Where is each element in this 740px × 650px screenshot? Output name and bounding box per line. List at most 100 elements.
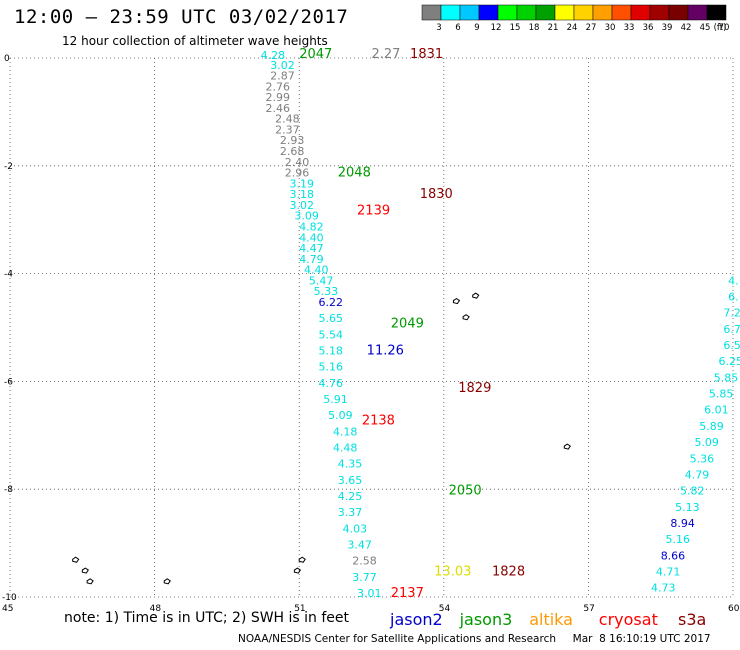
colorbar-swatch: [630, 4, 651, 21]
swh-value: 5.54: [318, 328, 343, 341]
island-shape: [472, 292, 480, 299]
colorbar-tick-label: 24: [567, 23, 578, 33]
swh-value: 5.36: [690, 452, 715, 465]
y-tick-label: -6: [4, 377, 13, 387]
island-shape: [293, 567, 302, 574]
swh-value: 5.47: [309, 274, 334, 287]
swh-value: 4.03: [343, 522, 368, 535]
swh-value: 4.25: [338, 490, 363, 503]
y-tick-label: -8: [4, 485, 13, 495]
colorbar-tick-label: 15: [510, 23, 521, 33]
colorbar-swatch: [554, 4, 575, 21]
swh-value: 5.85: [709, 388, 734, 401]
swh-value: 5.16: [666, 533, 691, 546]
swh-value: 4.79: [685, 468, 710, 481]
swh-value: 4.71: [656, 565, 681, 578]
legend-item-cryosat: cryosat: [598, 610, 658, 629]
swh-value: 3.02: [270, 59, 295, 72]
pass-label: 2049: [391, 317, 424, 332]
swh-value: 2.46: [265, 102, 290, 115]
swh-value: 4.28: [261, 49, 286, 62]
swh-value: 2.93: [280, 134, 305, 147]
swh-value: 2.99: [265, 91, 290, 104]
colorbar-swatch: [668, 4, 689, 21]
swh-value: 4.40: [299, 231, 324, 244]
swh-value: 2.87: [270, 70, 295, 83]
colorbar-tick-label: 45: [700, 23, 711, 33]
pass-label: 2.27: [372, 47, 401, 62]
x-tick-label: 54: [439, 604, 451, 614]
swh-value: 3.02: [290, 199, 315, 212]
swh-value: 4.18: [333, 425, 358, 438]
colorbar-swatch: [573, 4, 594, 21]
swh-value: 6.25: [719, 355, 740, 368]
x-tick-label: 51: [294, 604, 305, 614]
x-tick-label: 57: [583, 604, 594, 614]
legend-item-jason3: jason3: [459, 610, 513, 629]
legend-item-altika: altika: [529, 610, 573, 629]
colorbar-tick-label: 21: [548, 23, 559, 33]
pass-label: 1831: [410, 47, 443, 62]
y-tick-label: -2: [4, 162, 13, 172]
swh-value: 6.7: [723, 323, 740, 336]
swh-value: 4.76: [318, 377, 343, 390]
colorbar-swatch: [687, 4, 708, 21]
page-subtitle: 12 hour collection of altimeter wave hei…: [62, 34, 328, 48]
swh-value: 8.94: [670, 517, 695, 530]
island-shape: [298, 556, 306, 563]
page-title: 12:00 — 23:59 UTC 03/02/2017: [14, 6, 349, 28]
swh-value: 2.58: [352, 555, 377, 568]
swh-value: 5.16: [318, 361, 343, 374]
swh-value: 3.18: [290, 188, 315, 201]
legend-item-jason2: jason2: [390, 610, 443, 629]
island-shape: [452, 297, 461, 305]
swh-value: 6.53: [723, 339, 740, 352]
island-shape: [86, 578, 94, 585]
colorbar-swatch: [611, 4, 632, 21]
swh-value: 6.: [728, 291, 739, 304]
pass-label: 2139: [357, 203, 390, 218]
pass-label: 2050: [449, 484, 482, 499]
colorbar-tick-label: 33: [624, 23, 635, 33]
x-tick-label: 45: [2, 604, 13, 614]
colorbar-tick-label: 6: [455, 23, 460, 33]
swh-value: 8.66: [661, 549, 686, 562]
pass-label: 2138: [362, 414, 395, 429]
swh-value: 2.37: [275, 123, 300, 136]
swh-value: 3.65: [338, 474, 363, 487]
swh-value: 5.82: [680, 485, 705, 498]
pass-label: 1828: [492, 564, 525, 579]
colorbar-tick-label: 30: [605, 23, 616, 33]
legend-note: note: 1) Time is in UTC; 2) SWH is in fe…: [64, 610, 350, 626]
pass-label: 1830: [420, 187, 453, 202]
colorbar-swatch: [497, 4, 518, 21]
credit-line: NOAA/NESDIS Center for Satellite Applica…: [238, 633, 711, 645]
swh-value: 3.47: [347, 538, 372, 551]
colorbar-tick-label: 9: [474, 23, 479, 33]
pass-label: 2137: [391, 586, 424, 601]
swh-value: 5.91: [323, 393, 348, 406]
island-shape: [563, 443, 571, 450]
swh-value: 6.22: [318, 296, 343, 309]
colorbar-tick-label: 42: [681, 23, 692, 33]
swh-value: 5.13: [675, 501, 700, 514]
swh-value: 2.48: [275, 113, 300, 126]
swh-value: 3.01: [357, 587, 382, 600]
colorbar-swatch: [440, 4, 461, 21]
swh-value: 4.73: [651, 582, 676, 595]
swh-value: 3.19: [290, 177, 315, 190]
swh-value: 5.89: [699, 420, 724, 433]
colorbar-swatch: [459, 4, 480, 21]
swh-value: 7.2: [723, 307, 740, 320]
y-tick-label: -10: [2, 593, 17, 603]
legend-item-s3a: s3a: [678, 610, 707, 629]
colorbar-tick-label: 12: [491, 23, 502, 33]
island-shape: [81, 567, 89, 574]
colorbar-swatch: [592, 4, 613, 21]
swh-value: 6.01: [704, 404, 729, 417]
colorbar-swatch: [535, 4, 556, 21]
swh-value: 5.33: [314, 285, 339, 298]
colorbar-tick-label: 36: [643, 23, 654, 33]
colorbar-tick-label: 18: [529, 23, 540, 33]
